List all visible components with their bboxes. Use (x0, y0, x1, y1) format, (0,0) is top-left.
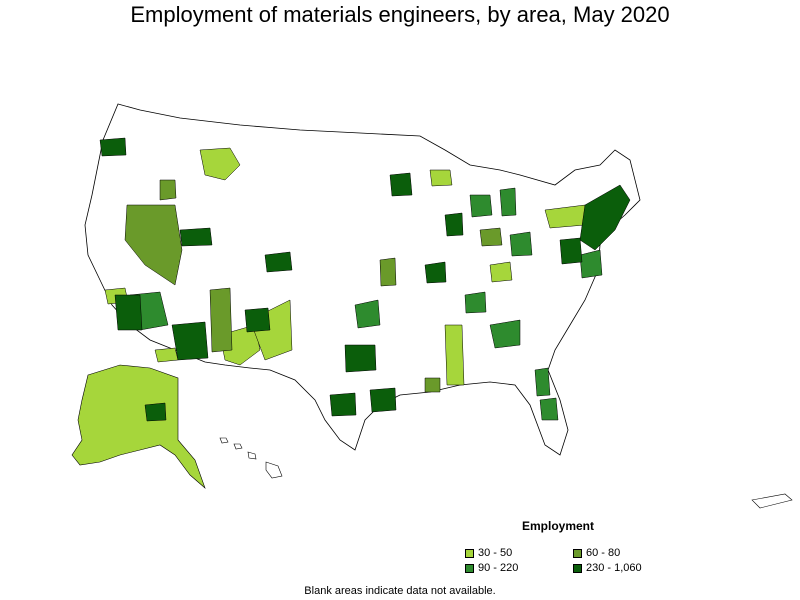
legend-item-90-220: 90 - 220 (465, 562, 518, 574)
hawaii-islands (219, 437, 283, 479)
legend-label-30-50: 30 - 50 (478, 547, 513, 559)
puerto-rico (751, 493, 793, 509)
legend-item-60-80: 60 - 80 (573, 547, 620, 559)
legend-swatch-60-80 (573, 548, 582, 558)
legend-swatch-30-50 (465, 548, 474, 558)
areas-230-1060 (99, 137, 631, 422)
map-footnote: Blank areas indicate data not available. (304, 585, 496, 597)
areas-90-220 (129, 187, 603, 421)
legend-item-30-50: 30 - 50 (465, 547, 512, 559)
legend-swatch-230-1060 (573, 563, 582, 573)
legend-swatch-90-220 (465, 563, 474, 573)
legend-item-230-1060: 230 - 1,060 (573, 562, 642, 574)
map-title: Employment of materials engineers, by ar… (130, 2, 670, 27)
legend-label-230-1060: 230 - 1,060 (586, 562, 642, 574)
legend-title: Employment (522, 519, 595, 533)
alaska-outline (71, 364, 206, 489)
legend-label-60-80: 60 - 80 (586, 547, 621, 559)
legend-label-90-220: 90 - 220 (478, 562, 519, 574)
areas-60-80 (124, 179, 503, 393)
